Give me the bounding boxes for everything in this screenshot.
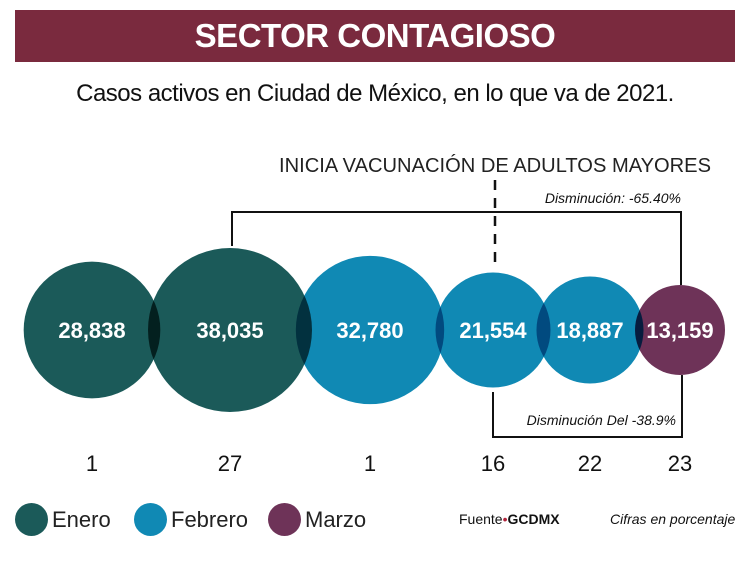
figures-note: Cifras en porcentaje xyxy=(610,511,736,527)
chart-title: SECTOR CONTAGIOSO xyxy=(194,17,556,54)
legend-swatch-enero xyxy=(15,503,48,536)
bubble-value-label: 38,035 xyxy=(196,318,263,343)
source-prefix: Fuente xyxy=(459,511,503,527)
legend-label: Marzo xyxy=(305,506,367,532)
bubble-enero-27 xyxy=(148,248,312,412)
day-label: 16 xyxy=(481,451,505,476)
bubble-febrero-1 xyxy=(295,255,445,405)
bubble-value-label: 32,780 xyxy=(336,318,403,343)
legend-item-febrero: Febrero xyxy=(134,503,248,536)
decrease-total-label: Disminución: -65.40% xyxy=(545,190,681,206)
bubble-value-label: 21,554 xyxy=(459,318,527,343)
day-label: 22 xyxy=(578,451,602,476)
decrease-vaccination-label: Disminución Del -38.9% xyxy=(527,412,676,428)
source-name: GCDMX xyxy=(507,511,560,527)
legend-label: Enero xyxy=(52,506,111,532)
legend-item-marzo: Marzo xyxy=(268,503,366,536)
bubble-value-label: 13,159 xyxy=(646,318,713,343)
bubble-value-label: 18,887 xyxy=(556,318,623,343)
legend-label: Febrero xyxy=(171,506,249,532)
bubble-value-label: 28,838 xyxy=(58,318,125,343)
chart-subtitle: Casos activos en Ciudad de México, en lo… xyxy=(76,80,674,107)
legend-item-enero: Enero xyxy=(15,503,111,536)
bubble-febrero-22 xyxy=(536,276,644,384)
day-label: 27 xyxy=(218,451,242,476)
source-credit: Fuente•GCDMX xyxy=(459,511,560,527)
day-label: 1 xyxy=(86,451,98,476)
legend-swatch-febrero xyxy=(134,503,167,536)
decrease-total-bracket xyxy=(231,211,682,285)
day-label: 1 xyxy=(364,451,376,476)
legend-swatch-marzo xyxy=(268,503,301,536)
bubble-marzo-23 xyxy=(635,285,725,375)
bubble-febrero-16 xyxy=(435,272,551,388)
title-banner: SECTOR CONTAGIOSO xyxy=(15,10,735,62)
source-separator: • xyxy=(502,511,508,527)
day-label: 23 xyxy=(668,451,692,476)
bubble-enero-1 xyxy=(23,261,161,399)
vaccination-annotation: INICIA VACUNACIÓN DE ADULTOS MAYORES xyxy=(279,154,711,177)
decrease-vaccination-bracket xyxy=(492,375,683,438)
